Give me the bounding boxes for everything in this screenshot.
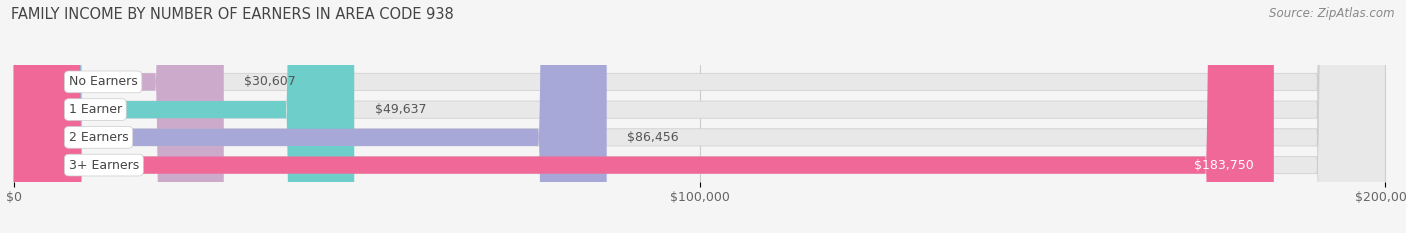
Text: FAMILY INCOME BY NUMBER OF EARNERS IN AREA CODE 938: FAMILY INCOME BY NUMBER OF EARNERS IN AR… [11,7,454,22]
FancyBboxPatch shape [14,0,1385,233]
FancyBboxPatch shape [14,0,224,233]
Text: $49,637: $49,637 [375,103,426,116]
Text: $86,456: $86,456 [627,131,679,144]
Text: 2 Earners: 2 Earners [69,131,128,144]
FancyBboxPatch shape [14,0,354,233]
FancyBboxPatch shape [14,0,1274,233]
Text: 3+ Earners: 3+ Earners [69,159,139,171]
Text: No Earners: No Earners [69,75,138,88]
FancyBboxPatch shape [14,0,1385,233]
Text: 1 Earner: 1 Earner [69,103,122,116]
Text: $183,750: $183,750 [1194,159,1253,171]
FancyBboxPatch shape [14,0,607,233]
FancyBboxPatch shape [14,0,1385,233]
FancyBboxPatch shape [14,0,1385,233]
Text: Source: ZipAtlas.com: Source: ZipAtlas.com [1270,7,1395,20]
Text: $30,607: $30,607 [245,75,297,88]
